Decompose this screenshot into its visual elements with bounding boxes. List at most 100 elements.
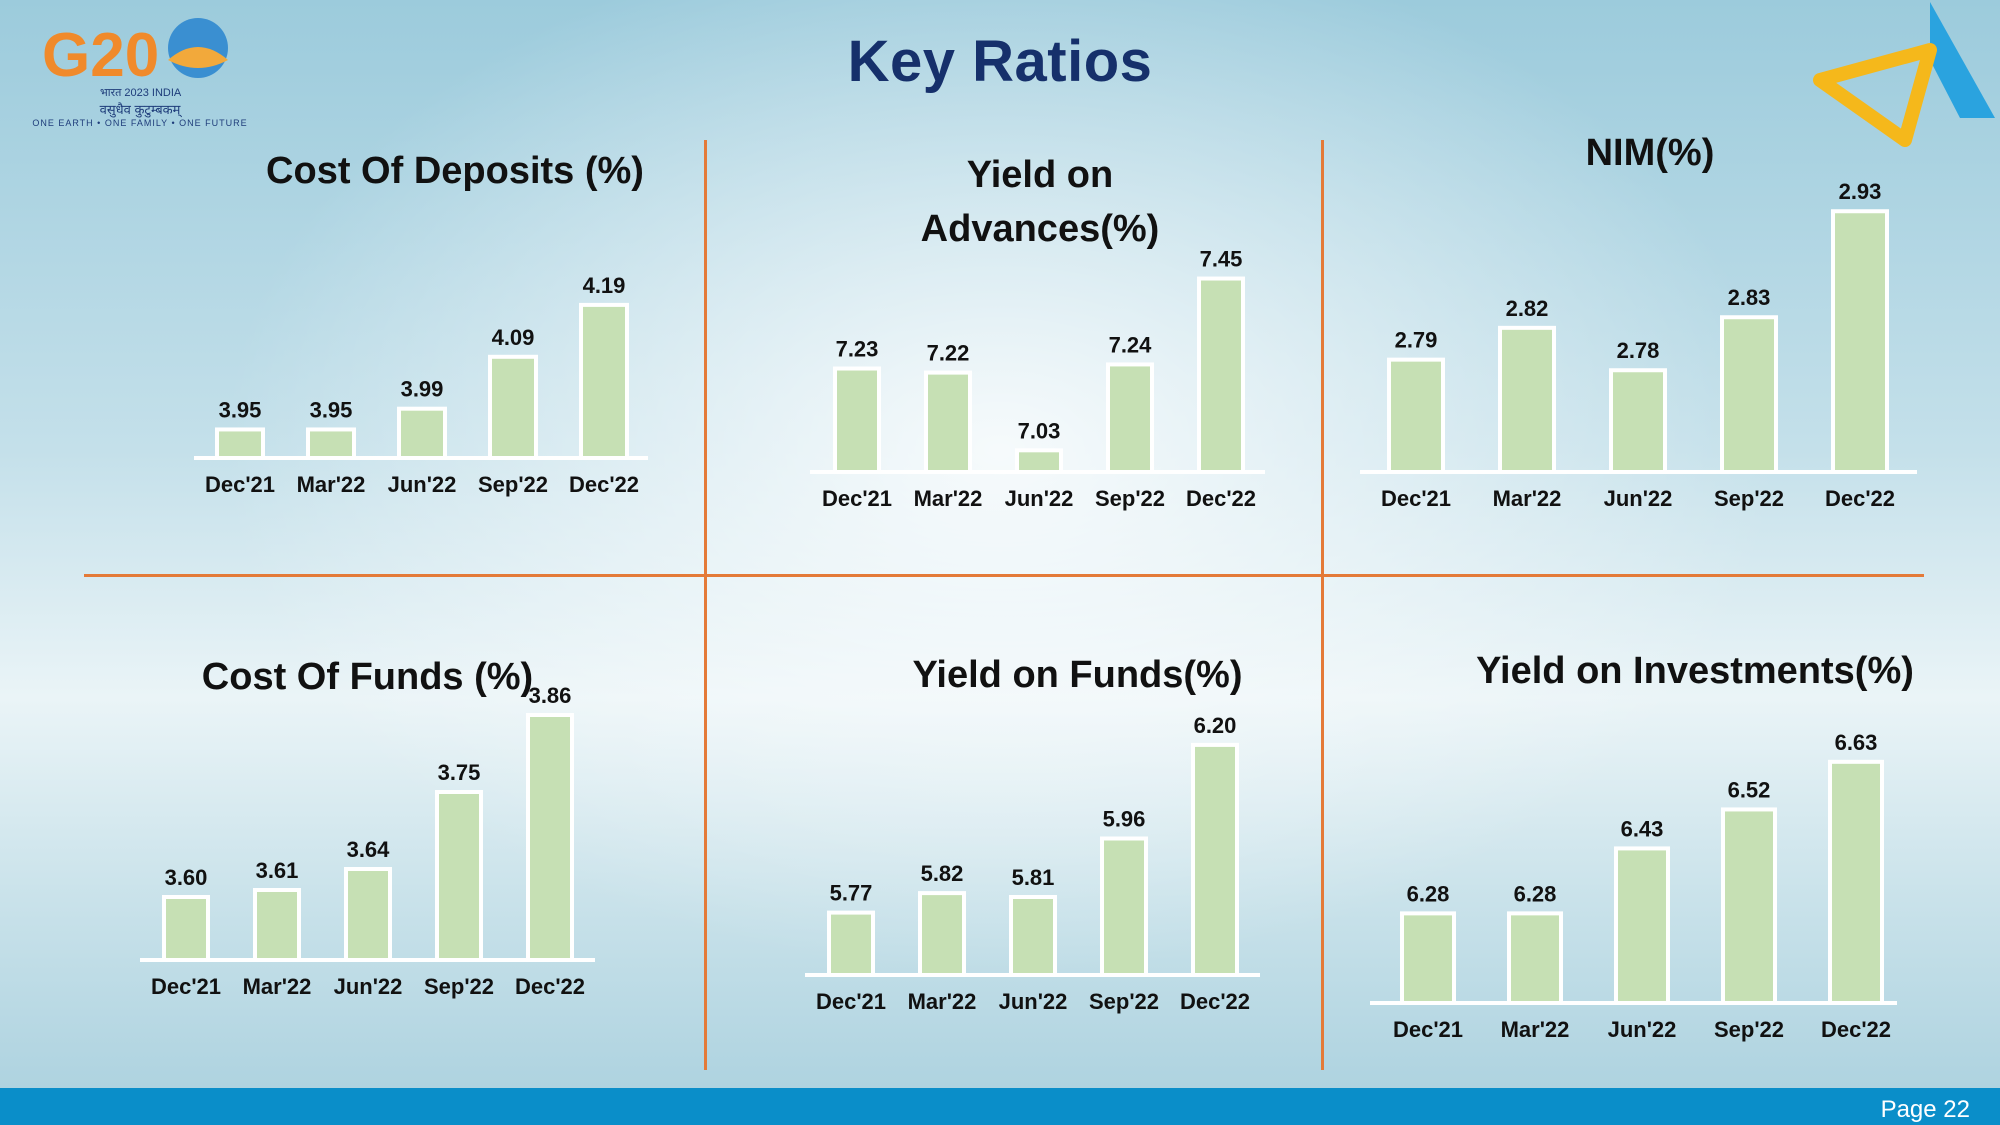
chart-yield-on-funds: 5.77 Dec'21 5.82 Mar'22 5.81 Jun'22 5.96 Sep'22…	[805, 713, 1260, 1014]
chart-yield-on-investments: 6.28 Dec'21 6.28 Mar'22 6.43 Jun'22 6.52 Sep'22…	[1370, 730, 1897, 1042]
category-label: Mar'22	[297, 472, 366, 497]
bar-0	[827, 910, 875, 978]
bar-1	[253, 888, 301, 962]
bar-value-label: 5.96	[1103, 807, 1146, 832]
footer-bar	[0, 1088, 2000, 1125]
panel-title-line: Advances(%)	[920, 208, 1160, 250]
bar-value-label: 7.03	[1018, 418, 1061, 443]
g20-year: भारत 2023 INDIA	[100, 87, 182, 99]
category-label: Sep'22	[424, 974, 494, 999]
bar-value-label: 3.61	[256, 858, 299, 883]
chart-yield-on-advances: 7.23 Dec'21 7.22 Mar'22 7.03 Jun'22 7.24 Sep'22…	[810, 247, 1265, 511]
bar-1	[1498, 325, 1556, 474]
bank-logo-triangle-icon	[1930, 2, 1995, 118]
bar-value-label: 3.64	[347, 837, 391, 862]
panel-title-line: Yield on Funds(%)	[912, 654, 1243, 696]
panel-title-line: Cost Of Funds (%)	[201, 656, 534, 698]
category-label: Dec'22	[1825, 486, 1895, 511]
bar-3	[1721, 807, 1777, 1005]
bar-3	[488, 354, 538, 460]
bar-2	[1015, 448, 1063, 474]
panel-title-yield-on-investments: Yield on Investments(%)	[1440, 644, 1950, 698]
bar-1	[918, 891, 966, 978]
category-label: Sep'22	[1714, 486, 1784, 511]
category-label: Dec'21	[151, 974, 221, 999]
category-label: Sep'22	[478, 472, 548, 497]
category-label: Dec'21	[1393, 1017, 1463, 1042]
category-label: Dec'21	[205, 472, 275, 497]
category-label: Sep'22	[1089, 989, 1159, 1014]
bar-4	[526, 713, 574, 962]
bar-4	[1828, 759, 1884, 1005]
category-label: Dec'22	[515, 974, 585, 999]
bar-2	[1009, 895, 1057, 977]
g20-logo: G20 भारत 2023 INDIA	[40, 14, 250, 104]
bar-1	[306, 427, 356, 461]
panel-title-cost-of-funds: Cost Of Funds (%)	[150, 650, 585, 704]
category-label: Dec'21	[1381, 486, 1451, 511]
bar-value-label: 2.82	[1506, 296, 1549, 321]
category-label: Mar'22	[908, 989, 977, 1014]
bar-4	[579, 302, 629, 460]
category-label: Sep'22	[1714, 1017, 1784, 1042]
chart-cost-of-deposits: 3.95 Dec'21 3.95 Mar'22 3.99 Jun'22 4.09 Sep'22…	[194, 273, 648, 497]
panel-title-yield-on-advances: Yield on Advances(%)	[840, 148, 1240, 256]
page-title: Key Ratios	[847, 29, 1153, 94]
bar-value-label: 3.60	[165, 865, 208, 890]
category-label: Jun'22	[1608, 1017, 1677, 1042]
bar-1	[924, 370, 972, 474]
panel-title-line: NIM(%)	[1585, 132, 1715, 174]
bar-value-label: 4.19	[583, 273, 626, 298]
bar-value-label: 7.22	[927, 341, 970, 366]
bar-value-label: 3.86	[529, 683, 572, 708]
bar-4	[1191, 742, 1239, 978]
bar-value-label: 2.93	[1839, 179, 1882, 204]
bar-value-label: 5.81	[1012, 865, 1055, 890]
bank-logo	[1810, 0, 2000, 155]
bar-0	[1387, 357, 1445, 474]
category-label: Dec'21	[822, 486, 892, 511]
category-label: Dec'21	[816, 989, 886, 1014]
category-label: Jun'22	[334, 974, 403, 999]
bar-3	[1100, 836, 1148, 977]
divider-vertical-left	[704, 140, 707, 1070]
category-label: Sep'22	[1095, 486, 1165, 511]
category-label: Jun'22	[1604, 486, 1673, 511]
bar-0	[1400, 911, 1456, 1005]
bar-value-label: 6.28	[1407, 881, 1450, 906]
page-number: Page 22	[1880, 1096, 1970, 1123]
bar-value-label: 2.79	[1395, 328, 1438, 353]
bar-3	[1720, 315, 1778, 474]
bar-value-label: 3.75	[438, 760, 481, 785]
bar-3	[1106, 362, 1154, 474]
bar-value-label: 3.95	[219, 397, 262, 422]
bar-1	[1507, 911, 1563, 1005]
bar-value-label: 6.52	[1728, 777, 1771, 802]
bar-value-label: 6.20	[1194, 713, 1237, 738]
panel-title-line: Yield on	[966, 154, 1114, 196]
bar-value-label: 2.78	[1617, 338, 1660, 363]
category-label: Dec'22	[1821, 1017, 1891, 1042]
bar-value-label: 6.28	[1514, 881, 1557, 906]
g20-logo-text: G20	[42, 21, 159, 90]
bar-3	[435, 790, 483, 962]
category-label: Dec'22	[569, 472, 639, 497]
bar-value-label: 7.45	[1200, 247, 1243, 272]
bar-2	[1609, 368, 1667, 475]
category-label: Mar'22	[1493, 486, 1562, 511]
bar-2	[397, 406, 447, 461]
bar-4	[1831, 209, 1889, 475]
bank-logo-arrow-icon	[1813, 43, 1937, 147]
bar-2	[344, 867, 392, 962]
panel-title-line: Cost Of Deposits (%)	[266, 150, 644, 192]
bar-0	[215, 427, 265, 461]
bar-value-label: 7.23	[836, 337, 879, 362]
lotus-icon	[168, 47, 228, 68]
category-label: Dec'22	[1186, 486, 1256, 511]
bar-2	[1614, 846, 1670, 1005]
bar-value-label: 6.63	[1835, 730, 1878, 755]
panel-title-line: Yield on Investments(%)	[1476, 650, 1914, 692]
bar-value-label: 4.09	[492, 325, 535, 350]
bar-value-label: 5.82	[921, 861, 964, 886]
bar-value-label: 6.43	[1621, 816, 1664, 841]
